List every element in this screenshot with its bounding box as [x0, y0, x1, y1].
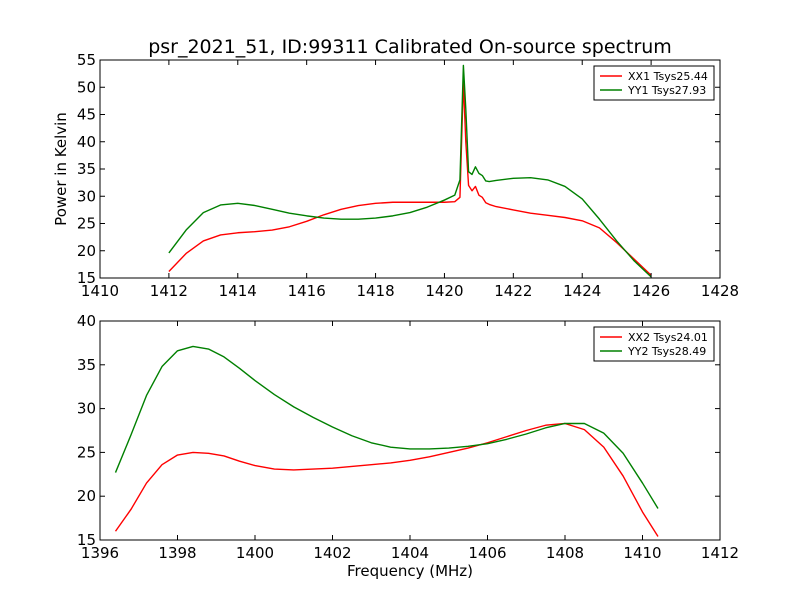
- x-tick-label: 1412: [150, 282, 188, 300]
- y-tick-label: 15: [77, 269, 96, 287]
- x-tick-label: 1424: [563, 282, 601, 300]
- x-tick-label: 1402: [313, 544, 351, 562]
- x-tick-label: 1398: [158, 544, 196, 562]
- x-tick-label: 1396: [81, 544, 119, 562]
- series-line-2: [168, 64, 652, 278]
- y-tick-label: 40: [77, 312, 96, 330]
- y-tick-label: 50: [77, 78, 96, 96]
- legend-entry: XX2 Tsys24.01: [628, 331, 708, 344]
- x-tick-label: 1406: [468, 544, 506, 562]
- x-tick-label: 1420: [425, 282, 463, 300]
- legend-box: [593, 65, 715, 101]
- x-tick-label: 1410: [81, 282, 119, 300]
- series-line-1: [168, 81, 652, 276]
- x-tick-label: 1422: [494, 282, 532, 300]
- x-tick-label: 1410: [623, 544, 661, 562]
- y-tick-label: 25: [77, 443, 96, 461]
- x-tick-label: 1414: [219, 282, 257, 300]
- y-tick-label: 20: [77, 242, 96, 260]
- y-tick-label: 40: [77, 133, 96, 151]
- y-tick-label: 35: [77, 160, 96, 178]
- y-tick-label: 20: [77, 487, 96, 505]
- x-axis-label: Frequency (MHz): [347, 562, 473, 580]
- legend-entry: XX1 Tsys25.44: [628, 70, 708, 83]
- series-group: [168, 64, 652, 278]
- x-tick-label: 1400: [236, 544, 274, 562]
- y-tick-label: 15: [77, 531, 96, 549]
- y-tick-label: 35: [77, 356, 96, 374]
- y-tick-label: 30: [77, 400, 96, 418]
- y-tick-label: 55: [77, 51, 96, 69]
- y-tick-label: 30: [77, 187, 96, 205]
- y-axis-label: Power in Kelvin: [52, 112, 70, 226]
- y-tick-label: 45: [77, 106, 96, 124]
- legend-entry: YY2 Tsys28.49: [627, 345, 706, 358]
- x-tick-label: 1404: [391, 544, 429, 562]
- x-tick-label: 1416: [288, 282, 326, 300]
- chart-panel-2: 1396 1398 1400 1402 1404 1406 1408 1410 1412 15 20…: [77, 312, 739, 580]
- x-tick-label: 1418: [356, 282, 394, 300]
- x-tick-label: 1412: [701, 544, 739, 562]
- chart-panel-1: 1410 1412 1414 1416 1418 1420 1422 1424 1426 1428…: [52, 51, 739, 300]
- legend-entry: YY1 Tsys27.93: [627, 84, 706, 97]
- x-tick-label: 1428: [701, 282, 739, 300]
- x-tick-label: 1408: [546, 544, 584, 562]
- series-line-2: [114, 345, 659, 509]
- figure-title: psr_2021_51, ID:99311 Calibrated On-sour…: [148, 36, 672, 58]
- legend-box: [593, 326, 715, 362]
- x-tick-label: 1426: [632, 282, 670, 300]
- y-tick-label: 25: [77, 215, 96, 233]
- series-group: [114, 345, 659, 537]
- series-line-1: [114, 422, 659, 537]
